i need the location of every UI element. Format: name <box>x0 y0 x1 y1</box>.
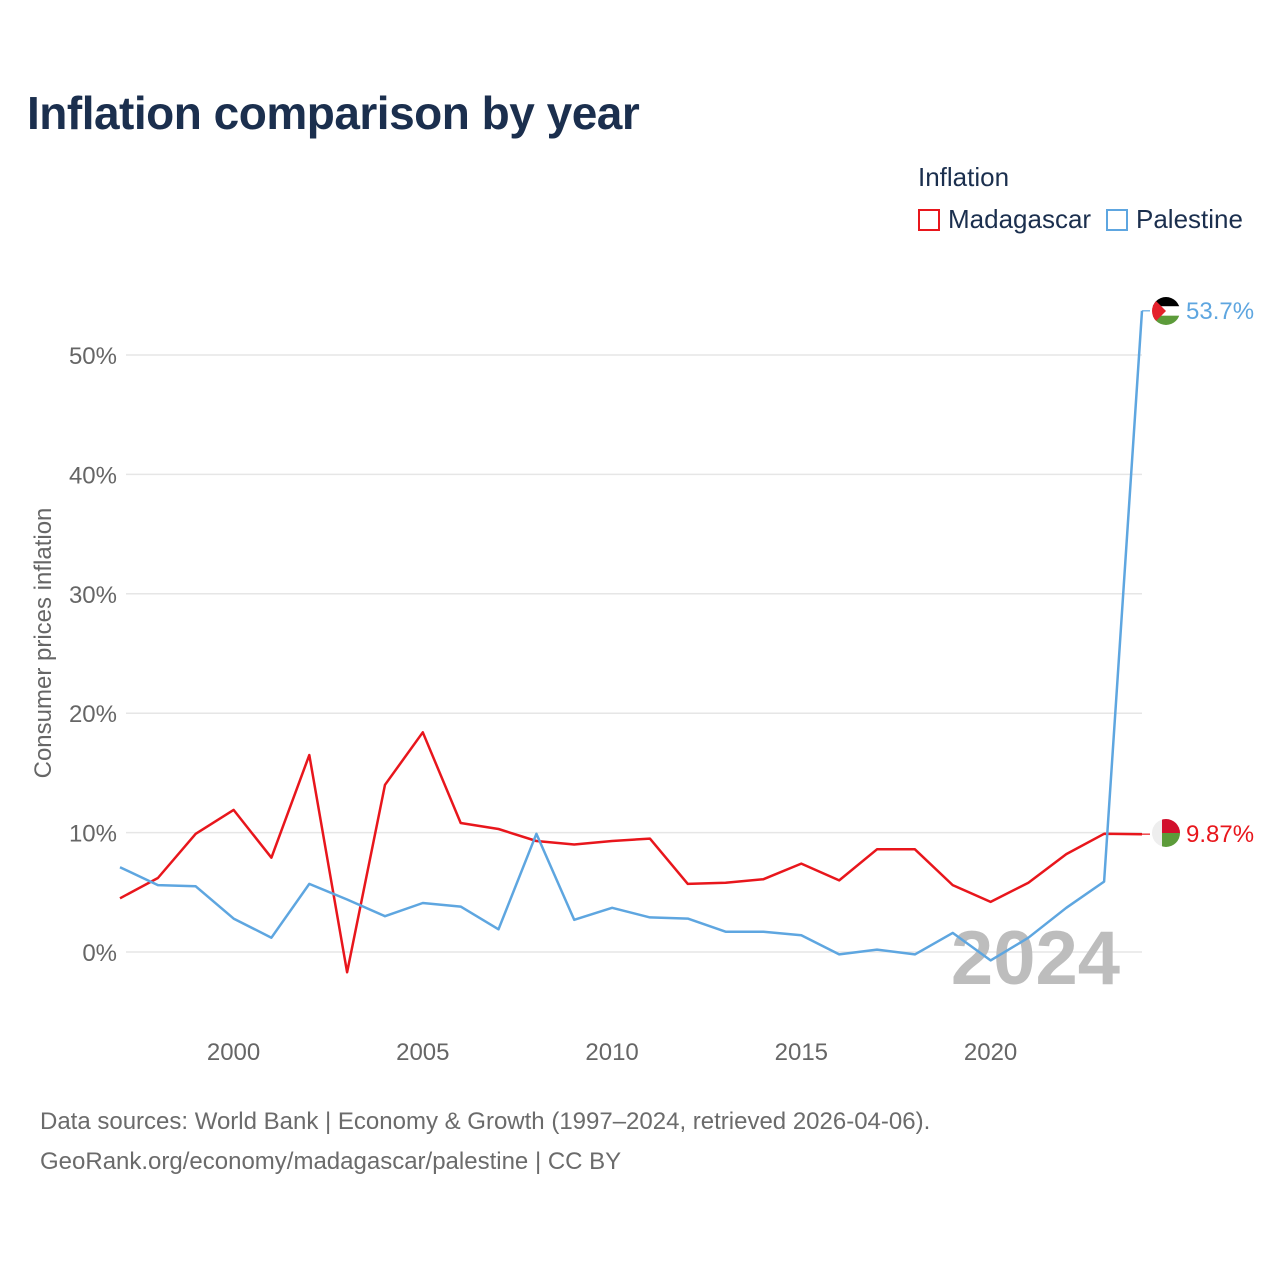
x-tick-label: 2000 <box>207 1039 260 1066</box>
legend-label-madagascar: Madagascar <box>948 204 1092 234</box>
legend-item-madagascar[interactable]: Madagascar <box>918 204 1091 235</box>
y-tick-label: 0% <box>82 940 117 967</box>
end-value-label-madagascar: 9.87% <box>1186 821 1254 848</box>
series-line-palestine[interactable] <box>119 310 1144 962</box>
x-tick-label: 2005 <box>396 1039 449 1066</box>
y-tick-label: 10% <box>69 821 117 848</box>
x-tick-label: 2015 <box>775 1039 828 1066</box>
y-tick-label: 40% <box>69 462 117 489</box>
x-tick-label: 2020 <box>964 1039 1017 1066</box>
madagascar-flag-icon <box>1152 819 1180 847</box>
palestine-flag-icon <box>1152 297 1180 325</box>
grid-lines <box>126 354 1142 953</box>
footer-credit[interactable]: GeoRank.org/economy/madagascar/palestine… <box>40 1148 622 1175</box>
legend-swatch-palestine <box>1106 208 1128 231</box>
legend-swatch-madagascar <box>918 208 940 231</box>
legend-item-palestine[interactable]: Palestine <box>1106 204 1243 235</box>
chart-title: Inflation comparison by year <box>27 87 640 139</box>
legend-label-palestine: Palestine <box>1136 204 1243 234</box>
footer-sources: Data sources: World Bank | Economy & Gro… <box>40 1108 931 1135</box>
legend-title: Inflation <box>918 162 1010 192</box>
y-tick-label: 30% <box>69 582 117 609</box>
y-tick-label: 50% <box>69 343 117 370</box>
end-value-label-palestine: 53.7% <box>1186 298 1254 325</box>
watermark-year: 2024 <box>951 916 1120 1001</box>
y-axis-label: Consumer prices inflation <box>30 508 57 779</box>
y-tick-label: 20% <box>69 701 117 728</box>
y-axis-ticks: 0% 10% 20% 30% 40% 50% <box>69 343 117 967</box>
x-axis-ticks: 2000 2005 2010 2015 2020 <box>207 1039 1017 1066</box>
series-line-madagascar[interactable] <box>119 731 1143 974</box>
x-tick-label: 2010 <box>585 1039 638 1066</box>
